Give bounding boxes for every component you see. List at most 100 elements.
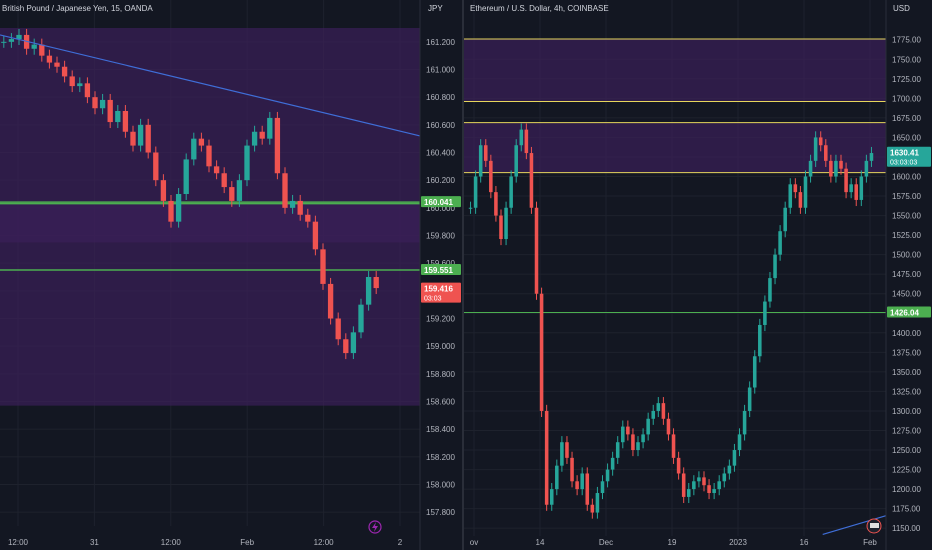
candle [692,481,696,490]
left-chart-canvas[interactable]: 161.200 161.000 160.800 160.600 160.400 160.2… [0,0,462,550]
y-tick-label: 1500.00 [892,251,921,260]
price-axis[interactable] [420,0,462,550]
lightning-bolt-icon [372,522,378,532]
candle [373,277,379,289]
candle [834,160,838,177]
price-label-text: 1426.04 [890,308,919,317]
candle [335,318,341,340]
candle [702,477,706,486]
candle [529,153,534,208]
right-chart-title: Ethereum / U.S. Dollar, 4h, COINBASE [470,4,609,13]
y-tick-label: 1475.00 [892,270,921,279]
candle [483,145,488,161]
candle [478,145,483,177]
candle [656,403,661,411]
x-tick-label: 12:00 [314,538,335,547]
x-tick-label: 31 [90,538,99,547]
candle [198,138,205,146]
candle [289,200,296,208]
y-tick-label: 160.400 [426,149,455,158]
candle [115,111,121,123]
candle [549,489,554,505]
candle [297,200,303,215]
candle [829,160,833,177]
x-tick-label: ov [470,538,478,547]
candle [236,180,243,201]
candle [213,166,220,174]
price-label-text: 160.041 [424,198,453,207]
candle [768,278,772,302]
y-tick-label: 1175.00 [892,505,921,514]
candle [636,442,640,451]
candle [585,473,590,505]
candle [707,485,711,494]
candle [778,231,782,255]
candle [514,145,518,177]
x-tick-label: 19 [668,538,677,547]
candle [854,184,859,200]
candle [343,339,349,354]
price-label[interactable] [421,282,461,303]
candle [717,481,721,490]
candle [1,41,7,43]
x-tick-label: 2023 [729,538,747,547]
y-tick-label: 1400.00 [892,329,921,338]
price-label-text: 159.416 [424,285,453,294]
candle [676,457,681,474]
candle [251,131,258,146]
candle [274,117,281,174]
candle [732,450,737,466]
y-tick-label: 1200.00 [892,485,921,494]
y-tick-label: 1725.00 [892,75,921,84]
candle [327,283,334,319]
candle [641,434,645,443]
candle [524,129,529,154]
price-label[interactable] [887,306,931,318]
right-currency-label: USD [893,4,910,13]
x-tick-label: 12:00 [161,538,182,547]
candle [61,66,68,77]
candle [646,418,650,435]
candle [99,99,106,109]
y-tick-label: 161.200 [426,38,455,47]
candle [773,254,777,279]
candle [534,207,539,294]
candle [661,403,666,419]
left-chart-title: British Pound / Japanese Yen, 15, OANDA [2,4,153,13]
y-tick-label: 1450.00 [892,290,921,299]
candle [798,192,803,208]
panel-divider[interactable] [462,0,464,550]
y-tick-label: 1350.00 [892,368,921,377]
y-tick-label: 158.800 [426,370,455,379]
flag-icon-body [870,523,879,528]
y-tick-label: 158.000 [426,481,455,490]
price-label[interactable] [421,263,461,275]
candle [153,152,159,181]
candle [752,356,757,388]
lightning-icon[interactable] [368,520,382,534]
candle [763,301,767,325]
candle [92,97,98,109]
right-chart-canvas[interactable]: 1775.00 1750.00 1725.00 1700.00 1675.00 1650.… [464,0,932,550]
left-chart-panel[interactable]: 161.200 161.000 160.800 160.600 160.400 160.2… [0,0,462,550]
candle [697,477,701,482]
candle [681,473,686,497]
candle [46,55,53,63]
candle [631,434,635,451]
right-chart-panel[interactable]: 1775.00 1750.00 1725.00 1700.00 1675.00 1650.… [464,0,932,550]
candle [509,176,513,208]
price-label[interactable] [887,146,931,167]
candle [671,434,676,458]
price-label[interactable] [421,196,461,208]
price-label-text: 159.551 [424,266,453,275]
candle [544,410,549,505]
x-tick-label: Feb [863,538,877,547]
candle [137,124,144,146]
candle [358,304,364,333]
price-axis[interactable] [886,0,932,550]
candle [175,194,182,222]
trend-line[interactable] [0,34,421,137]
countdown-text: 03:03:03 [890,160,917,167]
y-tick-label: 1300.00 [892,407,921,416]
candle [590,504,595,513]
